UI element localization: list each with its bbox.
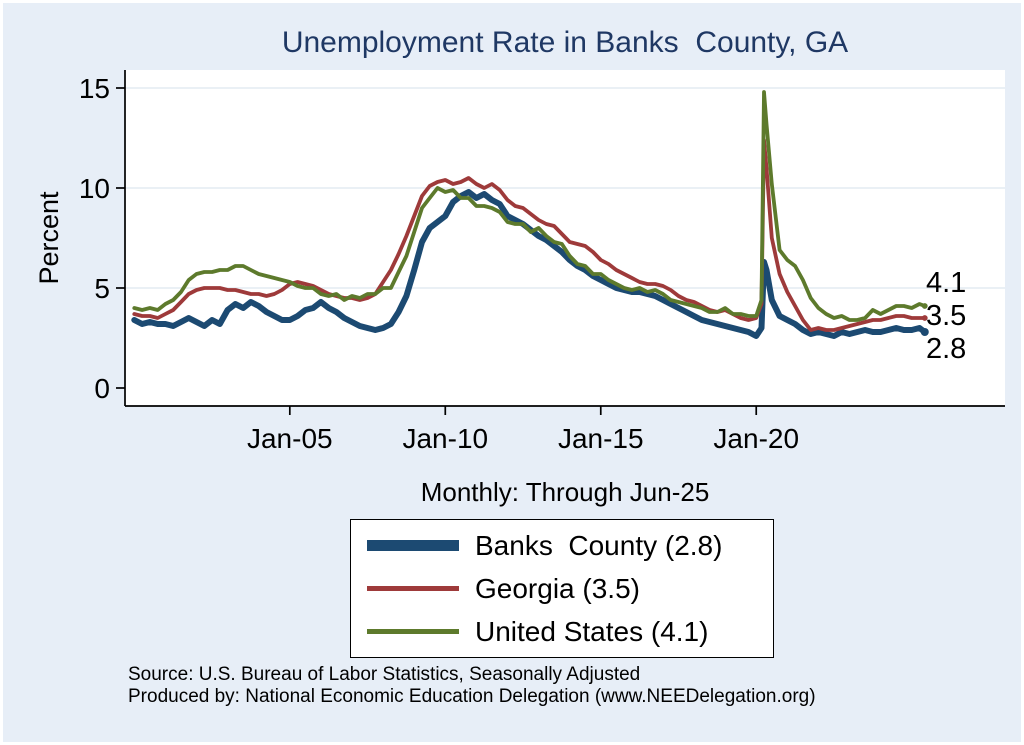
x-tick-label: Jan-05 (247, 423, 333, 454)
legend-swatch-georgia (367, 586, 459, 591)
series-line-georgia (132, 138, 927, 332)
legend-label-united-states: United States (4.1) (475, 615, 709, 647)
legend-item-georgia: Georgia (3.5) (367, 573, 773, 605)
x-tick-label: Jan-15 (558, 423, 644, 454)
series-endpoint-united-states (921, 303, 928, 309)
y-tick-label: 15 (79, 73, 110, 104)
legend-swatch-banks-county (367, 540, 459, 551)
legend-label-georgia: Georgia (3.5) (475, 572, 640, 604)
chart-subtitle: Monthly: Through Jun-25 (420, 477, 710, 507)
legend-swatch-united-states (367, 629, 459, 634)
end-value-label-united-states: 4.1 (926, 267, 967, 299)
series-line-united-states (132, 90, 927, 322)
chart-title: Unemployment Rate in Banks County, GA (281, 26, 849, 59)
legend-item-united-states: United States (4.1) (367, 616, 773, 648)
series-line-banks-county (131, 189, 928, 339)
series-endpoint-banks-county (920, 328, 929, 336)
end-value-label-banks-county: 2.8 (926, 333, 967, 365)
end-value-label-georgia: 3.5 (926, 300, 967, 332)
produced-by-text: Produced by: National Economic Education… (128, 686, 816, 707)
series-endpoint-georgia (921, 315, 928, 321)
legend: Banks County (2.8) Georgia (3.5) United … (350, 519, 774, 658)
y-tick-label: 10 (79, 173, 110, 204)
x-tick-label: Jan-10 (402, 423, 488, 454)
legend-label-banks-county: Banks County (2.8) (475, 529, 723, 561)
source-text: Source: U.S. Bureau of Labor Statistics,… (128, 664, 641, 685)
legend-item-banks-county: Banks County (2.8) (367, 530, 773, 562)
y-tick-label: 0 (94, 373, 110, 404)
y-axis-title: Percent (34, 191, 64, 285)
x-tick-label: Jan-20 (713, 423, 799, 454)
y-tick-label: 5 (94, 273, 110, 304)
